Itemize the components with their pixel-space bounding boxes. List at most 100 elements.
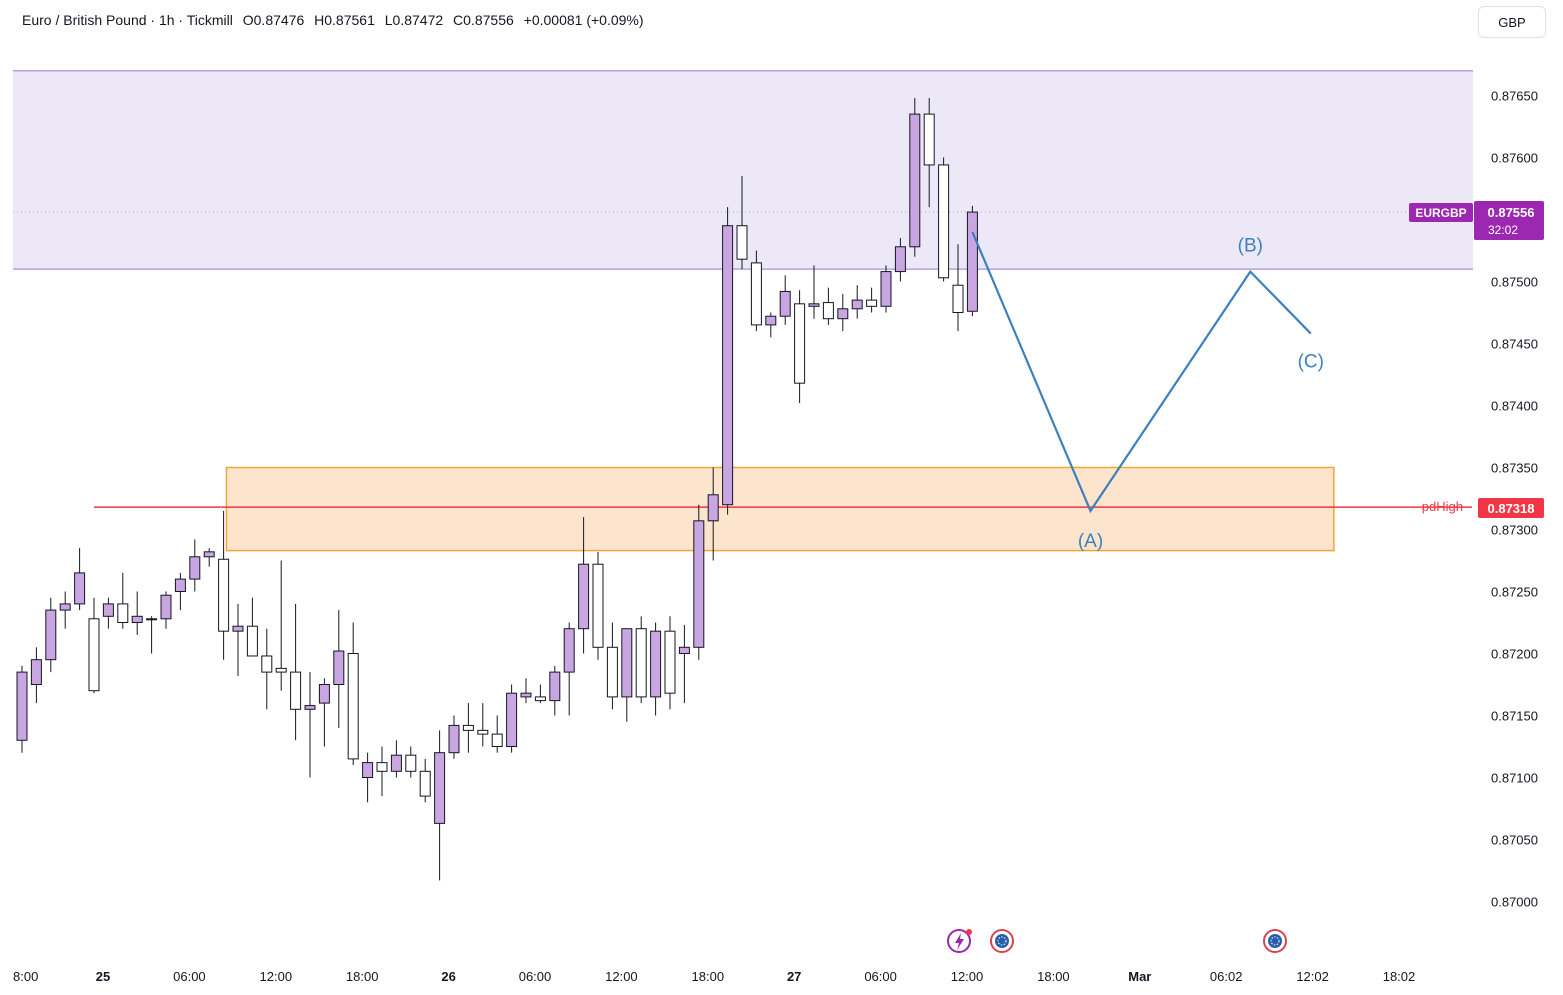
time-tick-label: 18:00 xyxy=(692,969,725,984)
candle xyxy=(506,684,518,753)
candle xyxy=(290,603,302,741)
time-tick-label: 26 xyxy=(441,969,455,984)
price-tick-label: 0.87150 xyxy=(1491,709,1538,724)
currency-selector[interactable]: GBP xyxy=(1478,6,1546,38)
candle xyxy=(131,591,143,635)
bullish-candle-body xyxy=(74,572,86,605)
candle xyxy=(736,176,748,270)
current-price-tag: EURGBP 0.87556 32:02 xyxy=(1409,201,1544,240)
bullish-candle-body xyxy=(894,246,906,273)
bearish-candle-body xyxy=(419,770,431,797)
candle xyxy=(434,730,446,881)
bullish-candle-body xyxy=(506,692,518,747)
time-tick-label: 06:02 xyxy=(1210,969,1243,984)
wave-label-c: (C) xyxy=(1298,352,1324,373)
candle xyxy=(578,517,590,654)
candle xyxy=(246,597,258,657)
pdhigh-label: pdHigh xyxy=(1422,499,1463,514)
time-tick-label: 12:00 xyxy=(260,969,293,984)
bearish-candle-body xyxy=(88,618,100,692)
price-tick-label: 0.87050 xyxy=(1491,833,1538,848)
candle xyxy=(851,285,863,319)
time-axis[interactable]: 8:00 25 06:00 12:00 18:00 26 06:00 12:00 18:00 27… xyxy=(13,969,1415,984)
candles-layer xyxy=(16,97,978,881)
bullish-candle-body xyxy=(390,754,402,772)
time-tick-label: Mar xyxy=(1128,969,1151,984)
bearish-candle-body xyxy=(405,754,417,772)
ohlc-open: O0.87476 xyxy=(242,12,305,28)
economic-event-icon-2[interactable] xyxy=(1263,929,1287,953)
candle xyxy=(923,97,935,208)
symbol-tag-label: EURGBP xyxy=(1415,206,1466,220)
bullish-candle-body xyxy=(765,315,777,326)
bearish-candle-body xyxy=(261,655,273,673)
candle xyxy=(88,597,100,694)
time-tick-label: 8:00 xyxy=(13,969,38,984)
bearish-candle-body xyxy=(534,696,546,702)
bullish-candle-body xyxy=(45,609,57,661)
bearish-candle-body xyxy=(347,653,359,760)
bullish-candle-body xyxy=(59,603,71,611)
candle xyxy=(419,758,431,803)
economic-event-icon[interactable] xyxy=(990,929,1014,953)
bearish-candle-body xyxy=(606,646,618,698)
candle xyxy=(261,628,273,710)
bearish-candle-body xyxy=(117,603,129,624)
candle xyxy=(606,622,618,710)
bullish-candle-body xyxy=(678,646,690,654)
candle xyxy=(203,548,215,567)
candle xyxy=(390,740,402,778)
price-tick-label: 0.87200 xyxy=(1491,647,1538,662)
chart-legend-header[interactable]: Euro / British Pound · 1h · Tickmill O0.… xyxy=(22,12,650,28)
bearish-candle-body xyxy=(736,225,748,260)
flash-event-icon[interactable] xyxy=(947,929,972,953)
bearish-candle-body xyxy=(635,628,647,698)
candle xyxy=(822,287,834,325)
bearish-candle-body xyxy=(750,262,762,326)
time-tick-label: 12:02 xyxy=(1296,969,1329,984)
time-tick-label: 27 xyxy=(787,969,801,984)
candle xyxy=(333,610,345,728)
bullish-candle-body xyxy=(578,563,590,630)
candle xyxy=(16,665,28,753)
price-tick-label: 0.87650 xyxy=(1491,89,1538,104)
candle xyxy=(563,622,575,716)
price-tag-bg xyxy=(1474,201,1544,240)
bullish-candle-body xyxy=(189,556,201,580)
zones-layer xyxy=(13,69,1473,552)
price-tick-label: 0.87600 xyxy=(1491,151,1538,166)
candle xyxy=(448,715,460,759)
ohlc-change: +0.00081 (+0.09%) xyxy=(523,12,644,28)
candle xyxy=(318,678,330,747)
candle xyxy=(650,622,662,716)
bearish-candle-body xyxy=(866,299,878,307)
wave-path xyxy=(971,231,1312,514)
price-tick-label: 0.87250 xyxy=(1491,585,1538,600)
candle xyxy=(549,665,561,716)
candle xyxy=(362,752,374,803)
candle xyxy=(966,205,978,317)
pdhigh-price: 0.87318 xyxy=(1488,501,1535,516)
symbol-description: Euro / British Pound · 1h · Tickmill xyxy=(22,12,233,28)
candle xyxy=(722,207,734,515)
bullish-candle-body xyxy=(966,211,978,312)
candle xyxy=(938,157,950,282)
bullish-candle-body xyxy=(146,618,158,621)
bullish-candle-body xyxy=(837,308,849,320)
bullish-candle-body xyxy=(232,625,244,632)
candle xyxy=(693,504,705,660)
candle xyxy=(232,603,244,676)
pdhigh-price-bg xyxy=(1478,498,1544,518)
candle xyxy=(866,287,878,313)
time-tick-label: 18:00 xyxy=(346,969,379,984)
bearish-candle-body xyxy=(664,630,676,694)
bullish-candle-body xyxy=(693,520,705,648)
candle xyxy=(635,616,647,704)
bullish-candle-body xyxy=(160,594,172,620)
time-tick-label: 25 xyxy=(96,969,110,984)
ohlc-low: L0.87472 xyxy=(384,12,444,28)
price-axis[interactable]: 0.87650 0.87600 0.87500 0.87450 0.87400 0.873… xyxy=(1491,89,1538,910)
bullish-candle-body xyxy=(362,762,374,778)
candle xyxy=(117,572,129,629)
